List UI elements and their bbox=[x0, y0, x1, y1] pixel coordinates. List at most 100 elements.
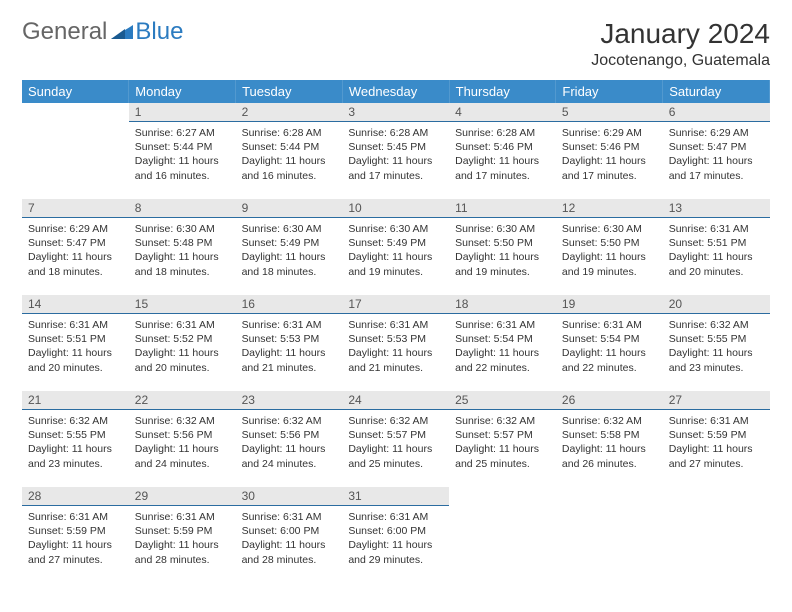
logo-text-general: General bbox=[22, 18, 107, 46]
weekday-header: Friday bbox=[556, 80, 663, 103]
day-number: 21 bbox=[22, 391, 129, 410]
day-number: 26 bbox=[556, 391, 663, 410]
calendar-cell: 7Sunrise: 6:29 AMSunset: 5:47 PMDaylight… bbox=[22, 199, 129, 295]
day-details: Sunrise: 6:30 AMSunset: 5:50 PMDaylight:… bbox=[449, 218, 556, 281]
day-number: 31 bbox=[342, 487, 449, 506]
day-details: Sunrise: 6:31 AMSunset: 6:00 PMDaylight:… bbox=[236, 506, 343, 569]
calendar-cell: 5Sunrise: 6:29 AMSunset: 5:46 PMDaylight… bbox=[556, 103, 663, 199]
calendar-cell: 28Sunrise: 6:31 AMSunset: 5:59 PMDayligh… bbox=[22, 487, 129, 583]
calendar-table: Sunday Monday Tuesday Wednesday Thursday… bbox=[22, 80, 770, 583]
day-number: 20 bbox=[663, 295, 770, 314]
calendar-row: 21Sunrise: 6:32 AMSunset: 5:55 PMDayligh… bbox=[22, 391, 770, 487]
day-details: Sunrise: 6:31 AMSunset: 5:53 PMDaylight:… bbox=[236, 314, 343, 377]
calendar-cell: 26Sunrise: 6:32 AMSunset: 5:58 PMDayligh… bbox=[556, 391, 663, 487]
calendar-cell bbox=[22, 103, 129, 199]
calendar-cell: 15Sunrise: 6:31 AMSunset: 5:52 PMDayligh… bbox=[129, 295, 236, 391]
day-details: Sunrise: 6:30 AMSunset: 5:48 PMDaylight:… bbox=[129, 218, 236, 281]
calendar-cell: 12Sunrise: 6:30 AMSunset: 5:50 PMDayligh… bbox=[556, 199, 663, 295]
day-number: 28 bbox=[22, 487, 129, 506]
day-number: 7 bbox=[22, 199, 129, 218]
day-details: Sunrise: 6:32 AMSunset: 5:56 PMDaylight:… bbox=[129, 410, 236, 473]
day-details: Sunrise: 6:29 AMSunset: 5:47 PMDaylight:… bbox=[22, 218, 129, 281]
day-details: Sunrise: 6:31 AMSunset: 5:59 PMDaylight:… bbox=[129, 506, 236, 569]
weekday-header: Thursday bbox=[449, 80, 556, 103]
calendar-cell: 24Sunrise: 6:32 AMSunset: 5:57 PMDayligh… bbox=[342, 391, 449, 487]
day-details: Sunrise: 6:30 AMSunset: 5:49 PMDaylight:… bbox=[236, 218, 343, 281]
month-title: January 2024 bbox=[591, 18, 770, 50]
day-details: Sunrise: 6:32 AMSunset: 5:56 PMDaylight:… bbox=[236, 410, 343, 473]
calendar-cell: 30Sunrise: 6:31 AMSunset: 6:00 PMDayligh… bbox=[236, 487, 343, 583]
day-number: 4 bbox=[449, 103, 556, 122]
day-number: 9 bbox=[236, 199, 343, 218]
calendar-cell: 19Sunrise: 6:31 AMSunset: 5:54 PMDayligh… bbox=[556, 295, 663, 391]
day-number: 25 bbox=[449, 391, 556, 410]
calendar-cell: 2Sunrise: 6:28 AMSunset: 5:44 PMDaylight… bbox=[236, 103, 343, 199]
location-label: Jocotenango, Guatemala bbox=[591, 52, 770, 70]
day-details: Sunrise: 6:31 AMSunset: 5:54 PMDaylight:… bbox=[556, 314, 663, 377]
day-number: 24 bbox=[342, 391, 449, 410]
calendar-cell: 9Sunrise: 6:30 AMSunset: 5:49 PMDaylight… bbox=[236, 199, 343, 295]
calendar-cell: 17Sunrise: 6:31 AMSunset: 5:53 PMDayligh… bbox=[342, 295, 449, 391]
calendar-cell: 1Sunrise: 6:27 AMSunset: 5:44 PMDaylight… bbox=[129, 103, 236, 199]
weekday-header: Tuesday bbox=[236, 80, 343, 103]
calendar-cell: 10Sunrise: 6:30 AMSunset: 5:49 PMDayligh… bbox=[342, 199, 449, 295]
day-number: 16 bbox=[236, 295, 343, 314]
day-number: 15 bbox=[129, 295, 236, 314]
calendar-cell: 21Sunrise: 6:32 AMSunset: 5:55 PMDayligh… bbox=[22, 391, 129, 487]
day-number: 19 bbox=[556, 295, 663, 314]
day-details: Sunrise: 6:30 AMSunset: 5:49 PMDaylight:… bbox=[342, 218, 449, 281]
calendar-row: 7Sunrise: 6:29 AMSunset: 5:47 PMDaylight… bbox=[22, 199, 770, 295]
weekday-header-row: Sunday Monday Tuesday Wednesday Thursday… bbox=[22, 80, 770, 103]
calendar-cell: 23Sunrise: 6:32 AMSunset: 5:56 PMDayligh… bbox=[236, 391, 343, 487]
day-number: 23 bbox=[236, 391, 343, 410]
day-number: 27 bbox=[663, 391, 770, 410]
day-details: Sunrise: 6:31 AMSunset: 5:59 PMDaylight:… bbox=[22, 506, 129, 569]
calendar-row: 1Sunrise: 6:27 AMSunset: 5:44 PMDaylight… bbox=[22, 103, 770, 199]
weekday-header: Monday bbox=[129, 80, 236, 103]
calendar-cell: 4Sunrise: 6:28 AMSunset: 5:46 PMDaylight… bbox=[449, 103, 556, 199]
calendar-cell: 11Sunrise: 6:30 AMSunset: 5:50 PMDayligh… bbox=[449, 199, 556, 295]
day-number: 11 bbox=[449, 199, 556, 218]
calendar-cell: 16Sunrise: 6:31 AMSunset: 5:53 PMDayligh… bbox=[236, 295, 343, 391]
calendar-cell: 27Sunrise: 6:31 AMSunset: 5:59 PMDayligh… bbox=[663, 391, 770, 487]
calendar-cell: 22Sunrise: 6:32 AMSunset: 5:56 PMDayligh… bbox=[129, 391, 236, 487]
day-details: Sunrise: 6:31 AMSunset: 5:59 PMDaylight:… bbox=[663, 410, 770, 473]
day-number: 6 bbox=[663, 103, 770, 122]
day-details: Sunrise: 6:27 AMSunset: 5:44 PMDaylight:… bbox=[129, 122, 236, 185]
calendar-cell: 13Sunrise: 6:31 AMSunset: 5:51 PMDayligh… bbox=[663, 199, 770, 295]
day-number: 8 bbox=[129, 199, 236, 218]
day-details: Sunrise: 6:32 AMSunset: 5:58 PMDaylight:… bbox=[556, 410, 663, 473]
logo-text-blue: Blue bbox=[135, 18, 183, 46]
day-number: 13 bbox=[663, 199, 770, 218]
calendar-cell: 14Sunrise: 6:31 AMSunset: 5:51 PMDayligh… bbox=[22, 295, 129, 391]
day-details: Sunrise: 6:32 AMSunset: 5:55 PMDaylight:… bbox=[22, 410, 129, 473]
day-details: Sunrise: 6:29 AMSunset: 5:46 PMDaylight:… bbox=[556, 122, 663, 185]
day-details: Sunrise: 6:32 AMSunset: 5:55 PMDaylight:… bbox=[663, 314, 770, 377]
day-number: 5 bbox=[556, 103, 663, 122]
day-number: 18 bbox=[449, 295, 556, 314]
logo-mark-icon bbox=[111, 18, 133, 46]
day-details: Sunrise: 6:28 AMSunset: 5:46 PMDaylight:… bbox=[449, 122, 556, 185]
calendar-cell: 29Sunrise: 6:31 AMSunset: 5:59 PMDayligh… bbox=[129, 487, 236, 583]
day-number: 22 bbox=[129, 391, 236, 410]
day-number: 12 bbox=[556, 199, 663, 218]
day-number: 1 bbox=[129, 103, 236, 122]
day-details: Sunrise: 6:32 AMSunset: 5:57 PMDaylight:… bbox=[342, 410, 449, 473]
day-details: Sunrise: 6:30 AMSunset: 5:50 PMDaylight:… bbox=[556, 218, 663, 281]
calendar-body: 1Sunrise: 6:27 AMSunset: 5:44 PMDaylight… bbox=[22, 103, 770, 583]
day-details: Sunrise: 6:31 AMSunset: 5:51 PMDaylight:… bbox=[663, 218, 770, 281]
day-details: Sunrise: 6:29 AMSunset: 5:47 PMDaylight:… bbox=[663, 122, 770, 185]
day-details: Sunrise: 6:31 AMSunset: 5:51 PMDaylight:… bbox=[22, 314, 129, 377]
day-details: Sunrise: 6:31 AMSunset: 5:52 PMDaylight:… bbox=[129, 314, 236, 377]
weekday-header: Saturday bbox=[663, 80, 770, 103]
day-details: Sunrise: 6:31 AMSunset: 6:00 PMDaylight:… bbox=[342, 506, 449, 569]
day-number: 2 bbox=[236, 103, 343, 122]
calendar-cell bbox=[556, 487, 663, 583]
logo: General Blue bbox=[22, 18, 183, 46]
day-number: 17 bbox=[342, 295, 449, 314]
calendar-cell: 20Sunrise: 6:32 AMSunset: 5:55 PMDayligh… bbox=[663, 295, 770, 391]
weekday-header: Wednesday bbox=[342, 80, 449, 103]
day-details: Sunrise: 6:28 AMSunset: 5:45 PMDaylight:… bbox=[342, 122, 449, 185]
day-details: Sunrise: 6:28 AMSunset: 5:44 PMDaylight:… bbox=[236, 122, 343, 185]
day-number: 30 bbox=[236, 487, 343, 506]
